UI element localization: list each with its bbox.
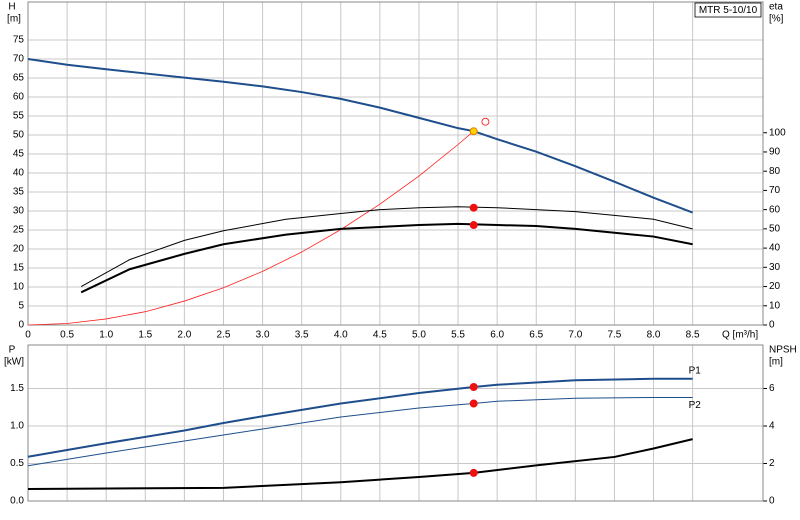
y2-tick-label: 4 — [769, 421, 775, 432]
y2-tick-label: 10 — [769, 300, 781, 311]
duty-point — [469, 203, 478, 212]
x-tick-label: 3.5 — [295, 330, 309, 341]
x-tick-label: 4.0 — [334, 330, 348, 341]
y-tick-label: 10 — [13, 282, 25, 293]
duty-point — [469, 127, 478, 136]
y-tick-label: 5 — [18, 301, 24, 312]
x-tick-label: 2.0 — [177, 330, 191, 341]
x-tick-label: 4.5 — [373, 330, 387, 341]
curve — [27, 58, 693, 214]
duty-point — [469, 221, 478, 230]
y2-tick-label: 90 — [769, 147, 781, 158]
series-label: P2 — [689, 400, 702, 411]
y-axis-unit: [kW] — [4, 357, 24, 368]
y-tick-label: 30 — [13, 206, 25, 217]
y2-tick-label: 30 — [769, 262, 781, 273]
y-tick-label: 20 — [13, 244, 25, 255]
x-tick-label: 8.5 — [686, 330, 700, 341]
plot-frame — [27, 1, 764, 326]
curve — [27, 130, 474, 326]
y2-tick-label: 20 — [769, 281, 781, 292]
x-tick-label: 6.5 — [529, 330, 543, 341]
y-tick-label: 1.0 — [10, 421, 24, 432]
x-tick-label: 6.0 — [490, 330, 504, 341]
x-tick-label: 3.0 — [256, 330, 270, 341]
y2-axis-unit: [%] — [769, 14, 784, 25]
chart-title: MTR 5-10/10 — [699, 5, 758, 16]
y-tick-label: 40 — [13, 168, 25, 179]
x-axis-label: Q [m³/h] — [722, 330, 758, 341]
y2-tick-label: 40 — [769, 243, 781, 254]
y-tick-label: 0 — [18, 320, 24, 331]
y2-tick-label: 60 — [769, 204, 781, 215]
curve — [80, 222, 693, 294]
y2-tick-label: 70 — [769, 185, 781, 196]
duty-point — [469, 468, 478, 477]
title-box — [694, 2, 762, 18]
y-axis-label: H — [8, 2, 15, 13]
y-tick-label: 25 — [13, 225, 25, 236]
duty-point — [469, 383, 478, 391]
marker-ring — [481, 117, 490, 126]
y-tick-label: 70 — [13, 54, 25, 65]
y2-tick-label: 0 — [769, 496, 775, 507]
y-tick-label: 0.5 — [10, 458, 24, 469]
y2-axis-label: eta — [769, 2, 783, 13]
curve — [27, 377, 693, 458]
y-tick-label: 45 — [13, 149, 25, 160]
y2-tick-label: 0 — [769, 320, 775, 331]
y-tick-label: 65 — [13, 73, 25, 84]
y-axis-label: P — [9, 345, 16, 356]
y-tick-label: 75 — [13, 35, 25, 46]
series-label: P1 — [689, 365, 702, 376]
curve — [27, 438, 693, 490]
x-tick-label: 2.5 — [217, 330, 231, 341]
x-tick-label: 0 — [25, 330, 31, 341]
y2-tick-label: 6 — [769, 383, 775, 394]
y2-tick-label: 100 — [769, 127, 786, 138]
y-tick-label: 15 — [13, 263, 25, 274]
y2-tick-label: 50 — [769, 224, 781, 235]
x-tick-label: 7.5 — [607, 330, 621, 341]
y-tick-label: 1.5 — [10, 383, 24, 394]
y-tick-label: 0.0 — [10, 496, 24, 507]
x-tick-label: 1.0 — [99, 330, 113, 341]
x-tick-label: 5.5 — [451, 330, 465, 341]
y-tick-label: 55 — [13, 111, 25, 122]
y-tick-label: 60 — [13, 92, 25, 103]
x-tick-label: 0.5 — [60, 330, 74, 341]
y-tick-label: 50 — [13, 130, 25, 141]
duty-point — [469, 399, 478, 408]
curve — [80, 206, 693, 287]
y2-tick-label: 2 — [769, 458, 775, 469]
x-tick-label: 7.0 — [568, 330, 582, 341]
x-tick-label: 1.5 — [138, 330, 152, 341]
x-tick-label: 5.0 — [412, 330, 426, 341]
y-axis-unit: [m] — [7, 14, 21, 25]
y2-tick-label: 80 — [769, 166, 781, 177]
y-tick-label: 35 — [13, 187, 25, 198]
y2-axis-unit: [m] — [769, 357, 783, 368]
x-tick-label: 8.0 — [647, 330, 661, 341]
plot-frame — [27, 344, 764, 502]
curve — [27, 397, 693, 467]
y2-axis-label: NPSH — [769, 345, 797, 356]
